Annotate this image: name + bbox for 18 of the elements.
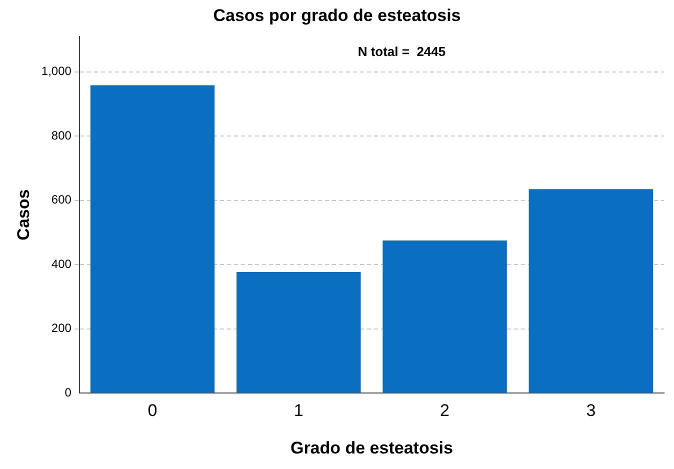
bar (236, 272, 361, 393)
x-axis-title: Grado de esteatosis (290, 438, 453, 458)
bar (90, 85, 215, 393)
x-tick-label: 2 (440, 401, 450, 420)
y-tick-label: 800 (51, 128, 72, 142)
x-tick-label: 0 (148, 401, 158, 420)
y-tick-label: 0 (64, 386, 72, 400)
y-tick-label: 200 (51, 321, 72, 336)
y-tick-label: 600 (51, 192, 72, 207)
chart-title: Casos por grado de esteatosis (213, 6, 461, 25)
x-tick-label: 3 (586, 401, 596, 420)
bar (382, 240, 507, 393)
bar (528, 189, 654, 393)
annotation: N total = 2445 (358, 44, 446, 59)
y-tick-label: 400 (51, 256, 72, 271)
x-tick-label: 1 (294, 401, 304, 420)
y-axis-title: Casos (14, 189, 33, 240)
y-tick-label: 1,000 (41, 64, 72, 78)
